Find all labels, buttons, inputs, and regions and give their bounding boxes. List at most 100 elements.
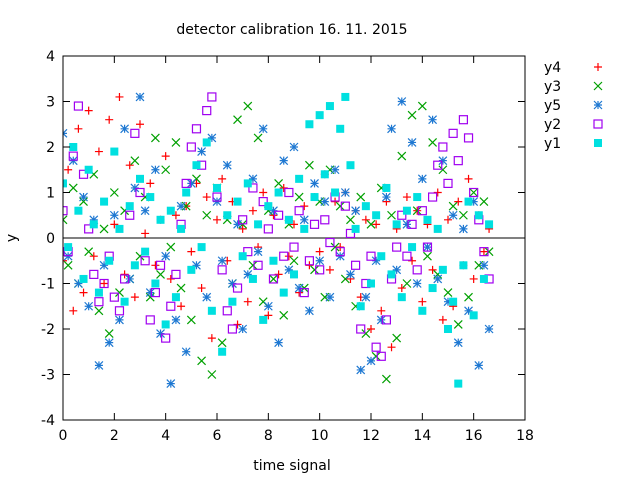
data-point bbox=[309, 219, 320, 229]
data-point bbox=[372, 220, 381, 229]
data-point bbox=[274, 338, 284, 348]
data-point bbox=[68, 151, 78, 161]
data-point bbox=[125, 274, 135, 284]
data-point bbox=[294, 206, 304, 216]
y-tick-label: 3 bbox=[46, 95, 55, 111]
data-point bbox=[330, 242, 340, 252]
data-point bbox=[207, 370, 217, 379]
data-point bbox=[161, 152, 170, 161]
data-point bbox=[176, 201, 186, 211]
data-point bbox=[100, 197, 109, 206]
data-point bbox=[110, 147, 119, 156]
data-point bbox=[479, 197, 489, 207]
data-point bbox=[387, 124, 396, 134]
data-point bbox=[376, 315, 386, 325]
data-point bbox=[294, 192, 304, 202]
data-point bbox=[213, 215, 221, 224]
data-point bbox=[330, 165, 340, 175]
data-point bbox=[207, 133, 217, 143]
data-point bbox=[402, 279, 412, 288]
data-point bbox=[464, 292, 473, 302]
data-point bbox=[136, 174, 144, 183]
data-point bbox=[449, 297, 458, 306]
data-point bbox=[289, 256, 299, 266]
data-point bbox=[294, 283, 304, 293]
data-point bbox=[407, 219, 417, 229]
data-point bbox=[479, 260, 489, 270]
data-point bbox=[120, 124, 130, 134]
data-point bbox=[382, 183, 391, 192]
data-point bbox=[78, 169, 89, 179]
data-point bbox=[150, 288, 160, 298]
y-tick-label: -1 bbox=[41, 277, 55, 293]
data-point bbox=[115, 224, 124, 233]
legend-label: y5 bbox=[544, 98, 561, 114]
data-point bbox=[84, 165, 93, 174]
data-point bbox=[161, 333, 171, 343]
data-point bbox=[325, 292, 335, 302]
data-point bbox=[228, 297, 237, 306]
data-point bbox=[479, 247, 488, 256]
data-point bbox=[63, 206, 68, 216]
data-point bbox=[156, 329, 165, 338]
data-point bbox=[372, 211, 381, 220]
data-point bbox=[397, 97, 407, 106]
data-point bbox=[463, 133, 474, 143]
data-point bbox=[73, 101, 84, 111]
data-point bbox=[366, 356, 376, 366]
data-point bbox=[454, 197, 463, 206]
data-point bbox=[407, 110, 417, 120]
data-point bbox=[79, 274, 88, 283]
data-point bbox=[136, 120, 144, 129]
data-point bbox=[140, 256, 150, 266]
data-point bbox=[407, 138, 417, 147]
data-point bbox=[248, 206, 257, 215]
data-point bbox=[105, 256, 114, 265]
legend-marker bbox=[594, 139, 602, 147]
data-point bbox=[125, 202, 134, 211]
data-point bbox=[484, 324, 494, 334]
data-point bbox=[397, 210, 407, 220]
x-tick-label: 2 bbox=[110, 428, 119, 444]
data-point bbox=[397, 151, 407, 161]
data-point bbox=[459, 261, 468, 270]
data-point bbox=[177, 302, 186, 311]
data-point bbox=[315, 256, 325, 266]
y-tick-label: -2 bbox=[41, 322, 55, 338]
data-point bbox=[243, 247, 253, 257]
data-point bbox=[356, 365, 366, 375]
data-point bbox=[351, 224, 360, 233]
data-point bbox=[141, 247, 150, 256]
data-point bbox=[484, 247, 494, 257]
data-point bbox=[387, 343, 396, 352]
legend-label: y3 bbox=[544, 79, 561, 95]
data-point bbox=[248, 274, 257, 283]
data-point bbox=[469, 188, 479, 197]
data-point bbox=[443, 178, 453, 188]
data-point bbox=[243, 269, 253, 279]
data-point bbox=[115, 92, 124, 101]
data-point bbox=[295, 174, 304, 183]
data-point bbox=[279, 156, 289, 166]
legend-label: y1 bbox=[544, 136, 561, 152]
data-point bbox=[274, 188, 283, 197]
data-point bbox=[269, 274, 278, 284]
data-point bbox=[63, 260, 73, 270]
data-point bbox=[69, 306, 78, 315]
data-point bbox=[428, 115, 438, 125]
data-point bbox=[269, 256, 278, 265]
data-point bbox=[479, 274, 488, 283]
data-point bbox=[304, 256, 314, 266]
data-point bbox=[202, 105, 212, 116]
legend-marker bbox=[593, 119, 603, 129]
legend-marker bbox=[593, 100, 603, 110]
data-point bbox=[454, 379, 463, 388]
data-point bbox=[443, 297, 453, 307]
data-point bbox=[264, 202, 273, 211]
data-point bbox=[325, 237, 335, 248]
data-point bbox=[227, 324, 237, 334]
data-point bbox=[114, 306, 125, 316]
data-point bbox=[79, 192, 88, 202]
data-point bbox=[310, 265, 319, 275]
data-point bbox=[336, 124, 345, 133]
